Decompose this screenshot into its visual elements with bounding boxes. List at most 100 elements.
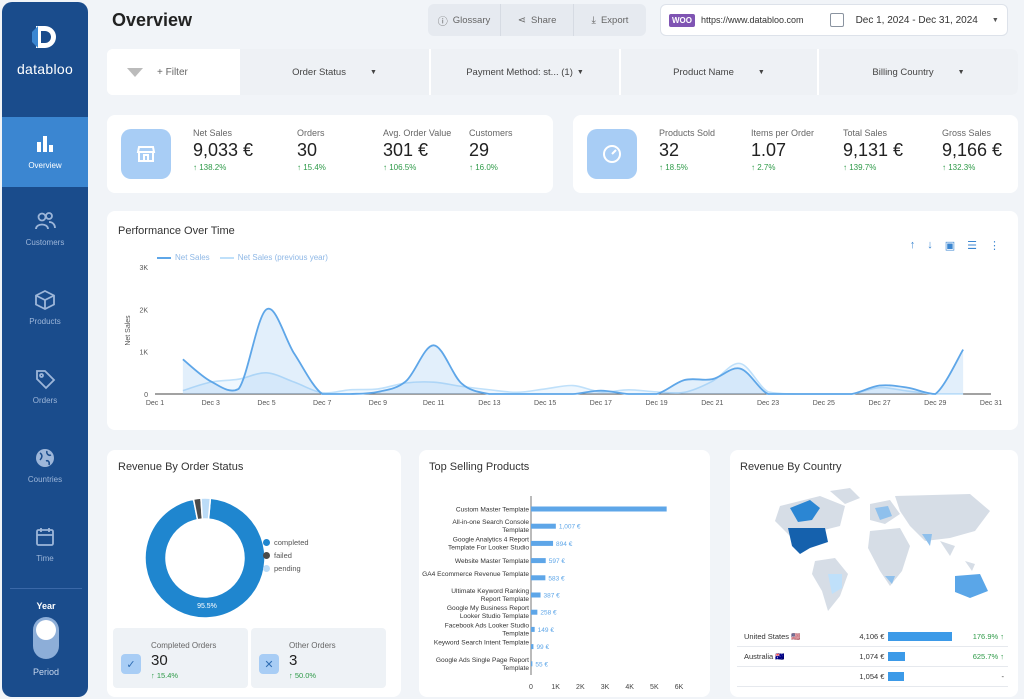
add-filter-button[interactable]: + Filter	[107, 49, 238, 95]
country-change: 625.7% ↑	[972, 652, 1004, 661]
kpi-label: Gross Sales	[942, 128, 992, 138]
period-toggle-group: Year Period	[10, 588, 82, 677]
table-row[interactable]: 1,054 € -	[737, 667, 1008, 687]
export-label: Export	[600, 14, 629, 26]
x-tick-label: 0	[529, 684, 533, 691]
calendar-icon	[36, 528, 54, 546]
explore-chart-icon[interactable]: ▣	[944, 240, 956, 252]
filter-payment-method[interactable]: Payment Method: st... (1) ▼	[429, 49, 619, 95]
kpi-value: 9,033 €	[193, 140, 254, 160]
sidebar-item-orders[interactable]: Orders	[2, 352, 88, 422]
tag-icon	[36, 370, 56, 390]
sidebar-item-label: Customers	[25, 238, 65, 247]
bar-category-label: Google Ads Single Page Report	[436, 657, 529, 664]
legend-pending[interactable]: pending	[263, 564, 309, 573]
legend-label: pending	[274, 564, 301, 573]
country-revenue: 1,054 €	[859, 672, 885, 681]
tile-change: ↑ 50.0%	[289, 671, 317, 680]
series-area-1	[182, 363, 964, 394]
kpi-products-sold: Products Sold 32 ↑ 18.5%	[659, 128, 715, 172]
bar-data-label: 894 €	[556, 541, 573, 548]
x-tick-label: Dec 5	[257, 400, 275, 407]
sort-ascending-icon[interactable]: ↑	[909, 239, 916, 251]
filter-label: Order Status	[292, 66, 346, 78]
performance-title: Performance Over Time	[118, 225, 235, 237]
glossary-label: Glossary	[452, 14, 491, 26]
sidebar-item-countries[interactable]: Countries	[2, 431, 88, 501]
bar-category-label: All-in-one Search Console	[452, 519, 529, 526]
sidebar-item-time[interactable]: Time	[2, 510, 88, 580]
legend-net-sales-prev[interactable]: Net Sales (previous year)	[219, 253, 328, 262]
map-usa[interactable]	[788, 528, 828, 554]
legend-net-sales[interactable]: Net Sales	[157, 253, 210, 262]
kpi-change: ↑ 2.7%	[751, 163, 776, 172]
bar-category-label: GA4 Ecommerce Revenue Template	[422, 571, 529, 578]
x-tick-label: Dec 19	[646, 400, 668, 407]
x-tick-label: 6K	[675, 684, 684, 691]
store-icon	[121, 129, 171, 179]
filter-order-status[interactable]: Order Status ▼	[238, 49, 429, 95]
bar-category-label: Google My Business Report	[447, 605, 529, 612]
logo-text: databloo	[16, 61, 74, 77]
filter-product-name[interactable]: Product Name ▼	[619, 49, 817, 95]
kpi-change: ↑ 16.0%	[469, 163, 498, 172]
map-south-africa[interactable]	[885, 576, 895, 584]
chevron-down-icon[interactable]: ▼	[991, 16, 999, 24]
legend-label: failed	[274, 551, 292, 560]
map-canada[interactable]	[790, 500, 820, 522]
sort-descending-icon[interactable]: ↓	[927, 239, 933, 251]
kpi-change: ↑ 132.3%	[942, 163, 976, 172]
bar-3	[531, 558, 546, 564]
donut-slice-completed	[144, 497, 266, 619]
table-row[interactable]: Australia 🇦🇺 1,074 € 625.7% ↑	[737, 647, 1008, 667]
logo[interactable]: databloo	[2, 22, 88, 77]
more-options-icon[interactable]: ⋮	[989, 240, 1000, 252]
performance-chart: 0 1K 2K 3K Dec 1 Dec 3 Dec 5 Dec 7 Dec 9 Dec 11 De…	[125, 265, 1002, 407]
sidebar-item-customers[interactable]: Customers	[2, 194, 88, 264]
x-tick-label: 3K	[601, 684, 610, 691]
legend-dot	[263, 565, 270, 572]
period-label-period: Period	[32, 667, 59, 677]
country-bar-cell	[888, 632, 968, 641]
kpi-change: ↑ 138.2%	[193, 163, 227, 172]
cancel-circle-icon: ✕	[259, 654, 279, 674]
glossary-button[interactable]: ⓘ Glossary	[428, 4, 501, 36]
kpi-value: 9,166 €	[942, 140, 1003, 160]
country-revenue: 1,074 €	[859, 652, 885, 661]
bar-category-label: Template	[502, 665, 529, 672]
share-button[interactable]: ⋖ Share	[501, 4, 574, 36]
world-map[interactable]	[750, 486, 1000, 621]
bar-category-label: Keyword Search Intent Template	[434, 640, 530, 647]
legend-completed[interactable]: completed	[263, 538, 309, 547]
kpi-label: Items per Order	[751, 128, 815, 138]
x-tick-label: 4K	[625, 684, 634, 691]
map-brazil[interactable]	[828, 574, 842, 594]
sidebar-item-overview[interactable]: Overview	[2, 117, 88, 187]
kpi-label: Orders	[297, 128, 325, 138]
kpi-change: ↑ 15.4%	[297, 163, 326, 172]
period-toggle[interactable]	[33, 617, 59, 659]
country-table: United States 🇺🇸 4,106 € 176.9% ↑ Austra…	[737, 627, 1008, 687]
sidebar: databloo Overview Customers Products Ord…	[2, 2, 88, 697]
sidebar-item-products[interactable]: Products	[2, 273, 88, 343]
x-tick-label: Dec 21	[701, 400, 723, 407]
table-row[interactable]: United States 🇺🇸 4,106 € 176.9% ↑	[737, 627, 1008, 647]
chevron-down-icon: ▼	[576, 68, 584, 76]
map-europe[interactable]	[875, 506, 892, 520]
page-title: Overview	[112, 10, 193, 30]
source-date-selector[interactable]: WOO https://www.databloo.com Dec 1, 2024…	[660, 4, 1008, 36]
tile-label: Other Orders	[289, 641, 336, 650]
x-tick-label: 1K	[551, 684, 560, 691]
export-button[interactable]: ⤓ Export	[574, 4, 646, 36]
box-icon	[35, 289, 55, 311]
legend-dot	[263, 539, 270, 546]
legend-dot	[263, 552, 270, 559]
tile-label: Completed Orders	[151, 641, 217, 650]
filter-billing-country[interactable]: Billing Country ▼	[817, 49, 1018, 95]
kpi-value: 9,131 €	[843, 140, 904, 160]
chart-filter-icon[interactable]: ☰	[967, 240, 977, 252]
legend-failed[interactable]: failed	[263, 551, 309, 560]
map-australia[interactable]	[955, 574, 988, 598]
map-india[interactable]	[922, 534, 932, 546]
share-icon: ⋖	[517, 14, 527, 26]
